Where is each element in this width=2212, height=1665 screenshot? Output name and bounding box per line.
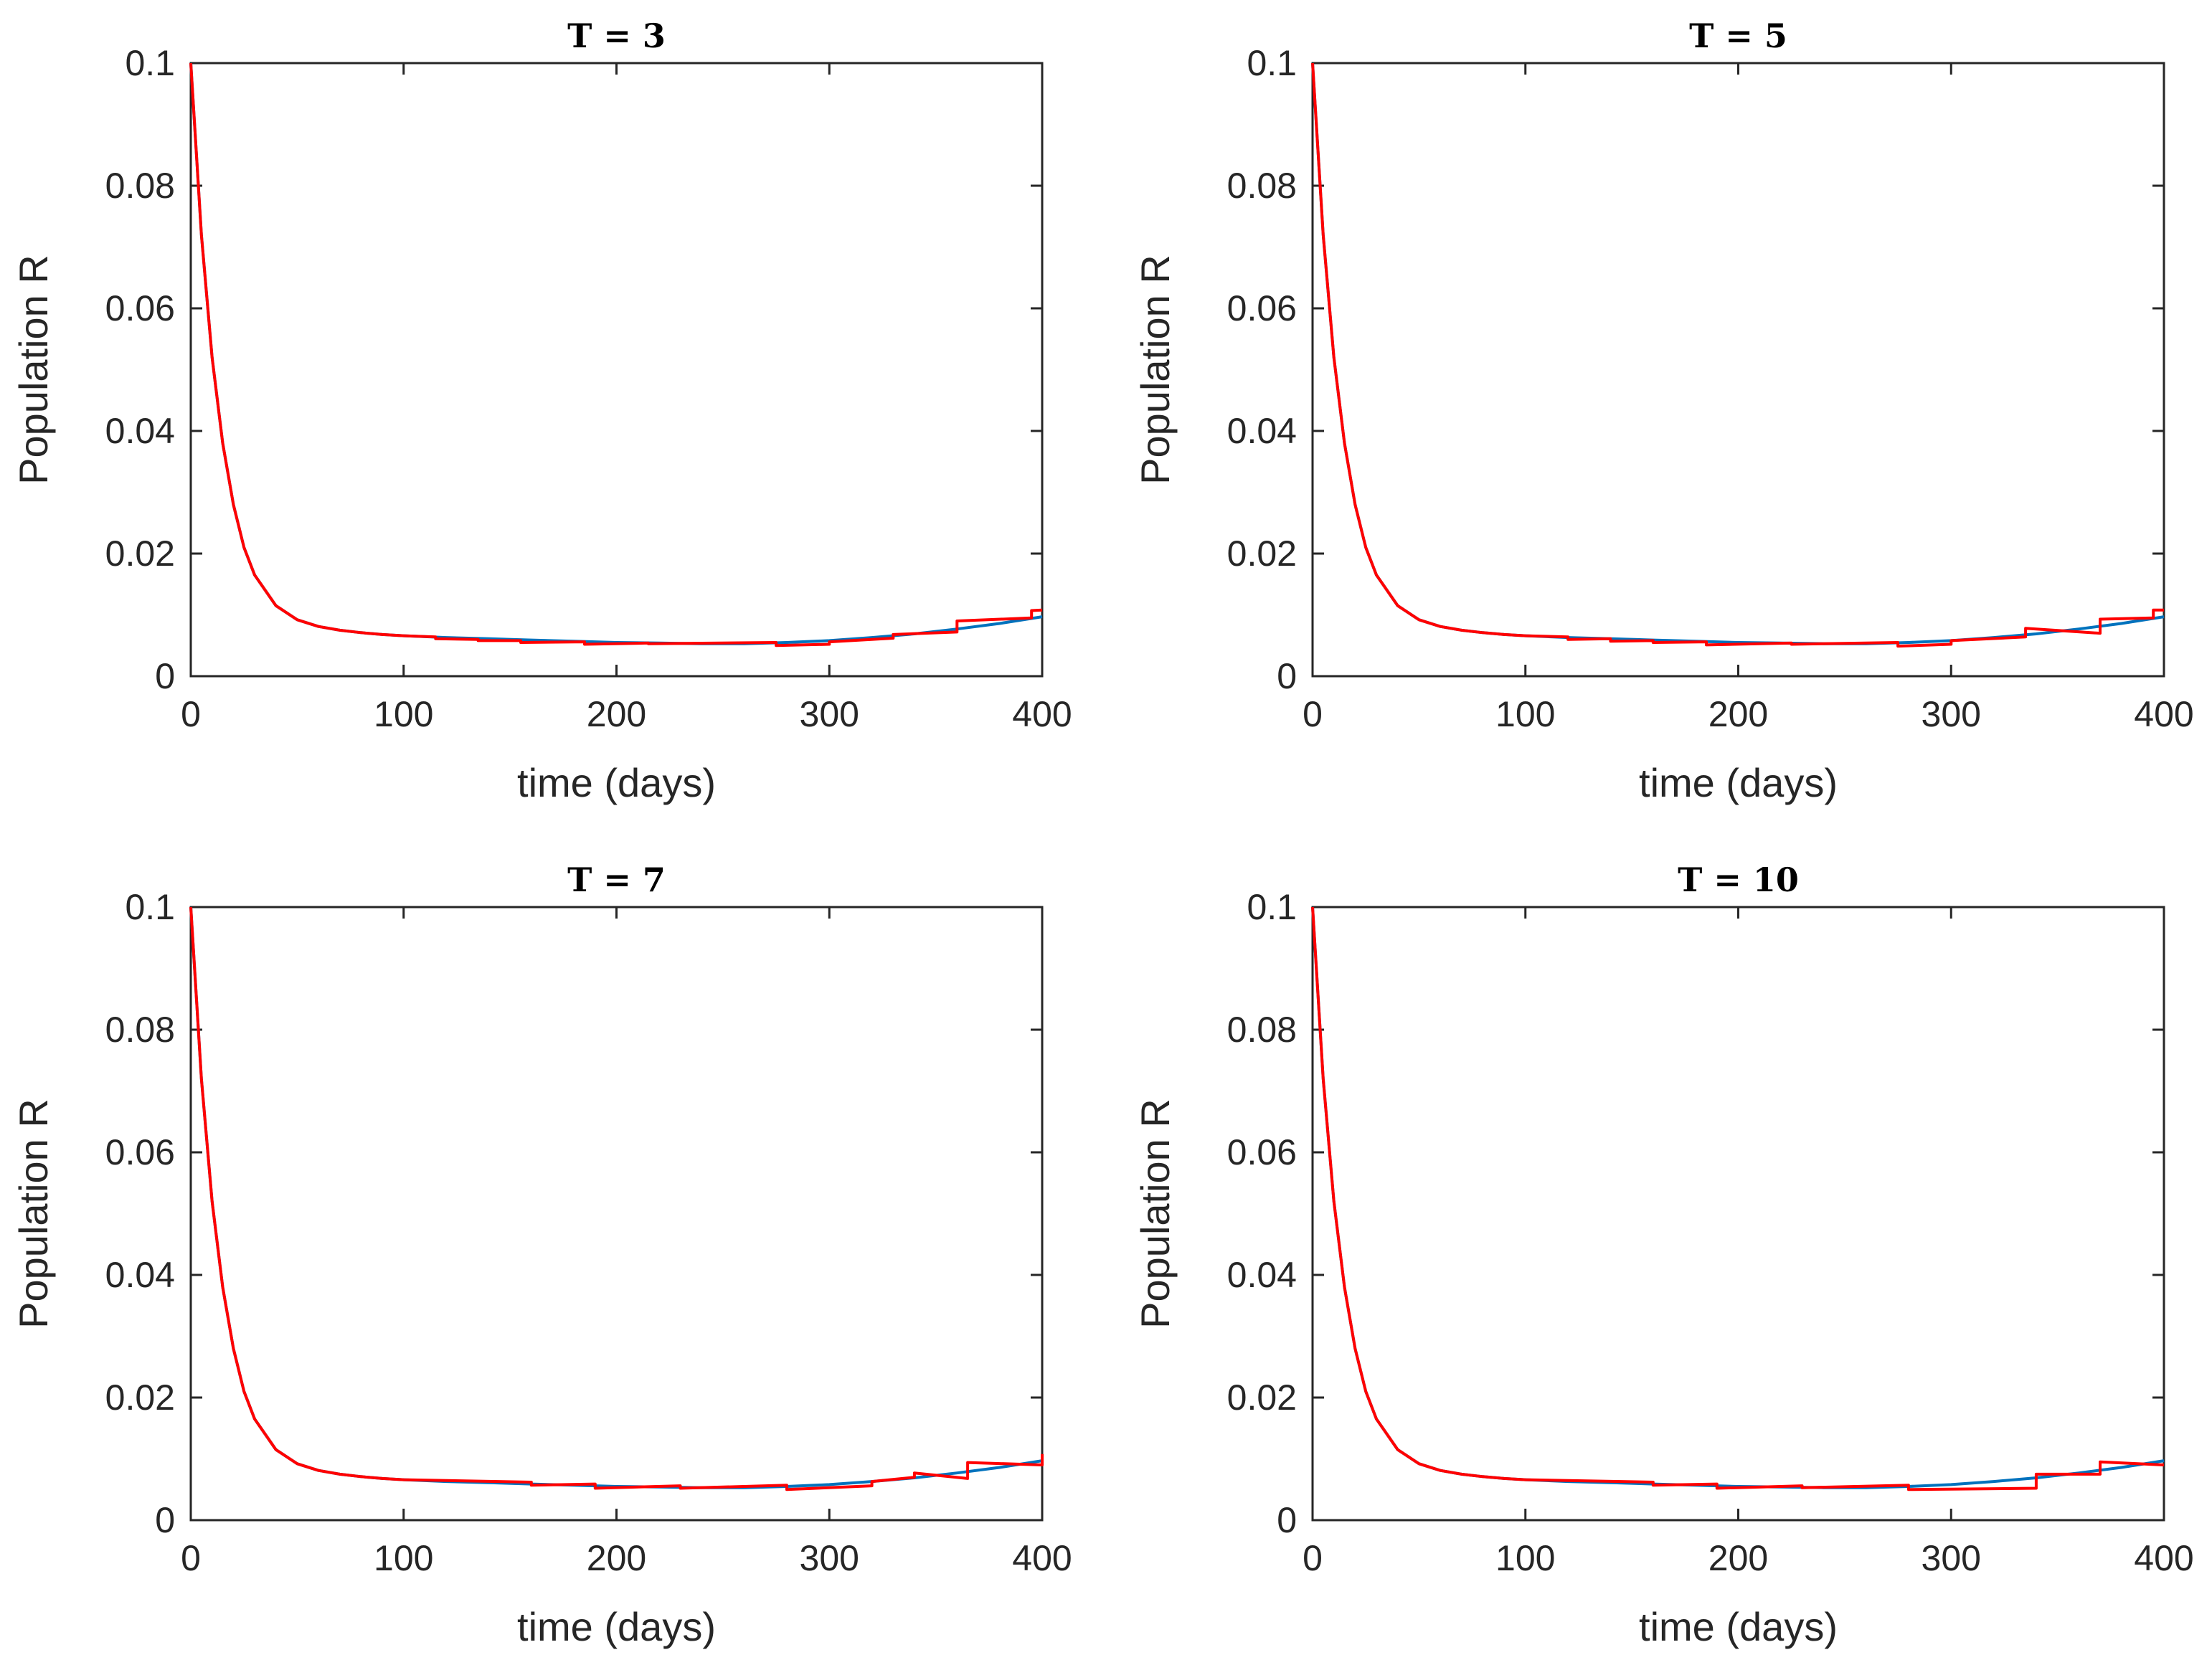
x-tick-label: 100 bbox=[374, 694, 433, 734]
series-line-continuous bbox=[1311, 62, 2165, 645]
y-tick-label: 0.06 bbox=[105, 1132, 175, 1172]
x-tick-label: 200 bbox=[587, 694, 646, 734]
y-tick-label: 0.1 bbox=[125, 887, 175, 927]
y-axis-label: Population R bbox=[11, 1099, 56, 1329]
y-tick-label: 0.02 bbox=[1227, 1377, 1297, 1418]
chart-panel-2: 0 100 200 300 400 0 0.02 0.04 0.06 0.08 0.1 T = 5 ti… bbox=[1133, 16, 2194, 805]
y-tick-label: 0.08 bbox=[105, 166, 175, 206]
x-axis-label: time (days) bbox=[517, 1604, 716, 1649]
x-tick-label: 100 bbox=[1495, 1538, 1555, 1578]
x-tick-label: 200 bbox=[1708, 694, 1768, 734]
y-tick-label: 0.06 bbox=[105, 288, 175, 328]
y-tick-label: 0 bbox=[155, 1500, 175, 1540]
y-axis-label: Population R bbox=[11, 255, 56, 485]
y-tick-label: 0.1 bbox=[1247, 887, 1297, 927]
y-tick-label: 0.02 bbox=[1227, 533, 1297, 574]
x-tick-label: 200 bbox=[587, 1538, 646, 1578]
y-tick-label: 0.06 bbox=[1227, 1132, 1297, 1172]
y-tick-label: 0.04 bbox=[1227, 411, 1297, 451]
plot-frame bbox=[1311, 906, 2165, 1522]
x-tick-label: 400 bbox=[1012, 694, 1072, 734]
y-tick-label: 0.04 bbox=[105, 1255, 175, 1295]
y-tick-label: 0 bbox=[1277, 656, 1297, 696]
y-tick-label: 0.02 bbox=[105, 533, 175, 574]
plot-frame bbox=[189, 906, 1044, 1522]
chart-title: T = 7 bbox=[567, 860, 666, 899]
x-axis-label: time (days) bbox=[517, 760, 716, 805]
x-tick-label: 300 bbox=[800, 1538, 859, 1578]
y-tick-label: 0.02 bbox=[105, 1377, 175, 1418]
chart-panel-1: 0 100 200 300 400 0 0.02 0.04 0.06 0.08 0.1 T = 3 ti… bbox=[11, 16, 1072, 805]
y-tick-label: 0.08 bbox=[1227, 166, 1297, 206]
x-tick-label: 100 bbox=[1495, 694, 1555, 734]
series-line-continuous bbox=[189, 906, 1043, 1489]
series-line-continuous bbox=[189, 62, 1043, 645]
series-line-impulsive bbox=[1311, 62, 2164, 648]
x-tick-label: 0 bbox=[181, 694, 201, 734]
y-axis-label: Population R bbox=[1133, 255, 1178, 485]
x-axis-label: time (days) bbox=[1639, 760, 1838, 805]
x-axis-label: time (days) bbox=[1639, 1604, 1838, 1649]
x-tick-label: 0 bbox=[1303, 1538, 1323, 1578]
series-line-impulsive bbox=[1311, 906, 2165, 1491]
y-tick-label: 0.1 bbox=[125, 43, 175, 83]
chart-panel-4: 0 100 200 300 400 0 0.02 0.04 0.06 0.08 0.1 T = 10 t… bbox=[1133, 860, 2194, 1649]
plot-frame bbox=[189, 62, 1044, 678]
x-tick-label: 400 bbox=[1012, 1538, 1072, 1578]
x-tick-label: 0 bbox=[1303, 694, 1323, 734]
y-tick-label: 0 bbox=[1277, 1500, 1297, 1540]
x-tick-label: 300 bbox=[800, 694, 859, 734]
series-line-impulsive bbox=[189, 906, 1044, 1491]
y-tick-label: 0.04 bbox=[105, 411, 175, 451]
x-tick-label: 200 bbox=[1708, 1538, 1768, 1578]
series-line-continuous bbox=[1311, 906, 2165, 1489]
plot-frame bbox=[1311, 62, 2165, 678]
x-tick-label: 100 bbox=[374, 1538, 433, 1578]
y-tick-label: 0.08 bbox=[105, 1010, 175, 1050]
chart-title: T = 3 bbox=[567, 16, 666, 55]
x-tick-label: 300 bbox=[1922, 1538, 1981, 1578]
y-tick-label: 0.08 bbox=[1227, 1010, 1297, 1050]
y-tick-label: 0.04 bbox=[1227, 1255, 1297, 1295]
y-tick-label: 0.1 bbox=[1247, 43, 1297, 83]
x-tick-label: 400 bbox=[2134, 1538, 2193, 1578]
y-tick-label: 0.06 bbox=[1227, 288, 1297, 328]
x-tick-label: 400 bbox=[2134, 694, 2193, 734]
series-line-impulsive bbox=[189, 62, 1043, 648]
chart-title: T = 5 bbox=[1689, 16, 1787, 55]
x-tick-label: 300 bbox=[1922, 694, 1981, 734]
chart-title: T = 10 bbox=[1678, 860, 1799, 899]
y-axis-label: Population R bbox=[1133, 1099, 1178, 1329]
x-tick-label: 0 bbox=[181, 1538, 201, 1578]
chart-panel-3: 0 100 200 300 400 0 0.02 0.04 0.06 0.08 0.1 T = 7 ti… bbox=[11, 860, 1072, 1649]
y-tick-label: 0 bbox=[155, 656, 175, 696]
